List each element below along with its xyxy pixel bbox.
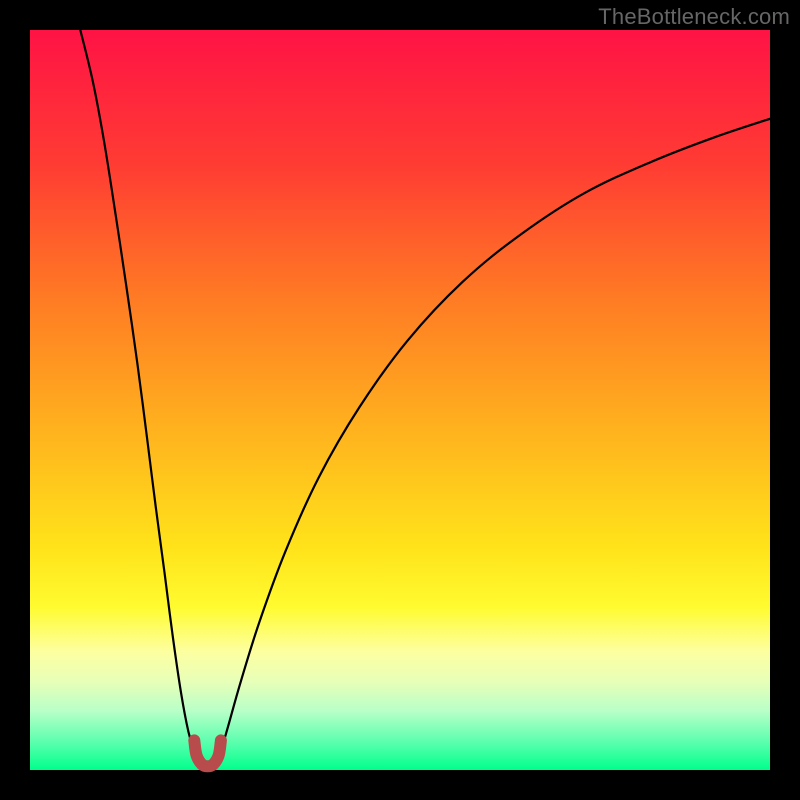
bottleneck-chart bbox=[0, 0, 800, 800]
watermark-text: TheBottleneck.com bbox=[598, 4, 790, 30]
plot-background bbox=[30, 30, 770, 770]
